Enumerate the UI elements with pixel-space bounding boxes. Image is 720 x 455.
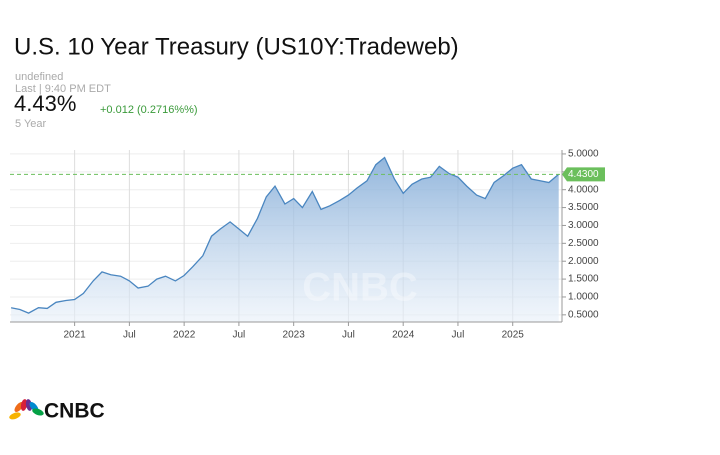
reference-tag: [562, 167, 605, 182]
y-tick-label: 1.0000: [568, 292, 599, 303]
change: +0.012 (0.2716%%): [100, 104, 198, 116]
watermark: CNBC: [302, 266, 418, 310]
x-tick-label: 2022: [173, 330, 196, 341]
y-tick-label: 5.0000: [568, 149, 599, 160]
x-tick-label: Jul: [233, 330, 246, 341]
x-tick-label: 2023: [283, 330, 306, 341]
price: 4.43%: [14, 91, 76, 116]
x-tick-label: 2024: [392, 330, 415, 341]
y-tick-label: 3.5000: [568, 202, 599, 213]
reference-label: 4.4300: [568, 169, 599, 180]
y-tick-label: 0.5000: [568, 309, 599, 320]
title: U.S. 10 Year Treasury (US10Y:Tradeweb): [14, 33, 459, 60]
x-tick-label: 2021: [63, 330, 86, 341]
area: [11, 157, 559, 322]
x-tick-label: 2025: [502, 330, 525, 341]
logo-icon: [9, 399, 44, 420]
x-tick-label: Jul: [342, 330, 355, 341]
range: 5 Year: [15, 118, 47, 130]
y-tick-label: 3.0000: [568, 220, 599, 231]
y-tick-label: 1.5000: [568, 274, 599, 285]
y-tick-label: 2.5000: [568, 238, 599, 249]
y-tick-label: 2.0000: [568, 256, 599, 267]
plot: 0.5000 1.0000 1.5000 2.0000 2.5000 3.0000 3.50…: [10, 149, 605, 341]
source: undefined: [15, 71, 63, 83]
line: [10, 156, 560, 314]
x-tick-label: Jul: [452, 330, 465, 341]
logo-text: CNBC: [44, 400, 105, 423]
last-time: Last | 9:40 PM EDT: [15, 83, 111, 95]
x-tick-label: Jul: [123, 330, 136, 341]
y-tick-label: 4.0000: [568, 184, 599, 195]
